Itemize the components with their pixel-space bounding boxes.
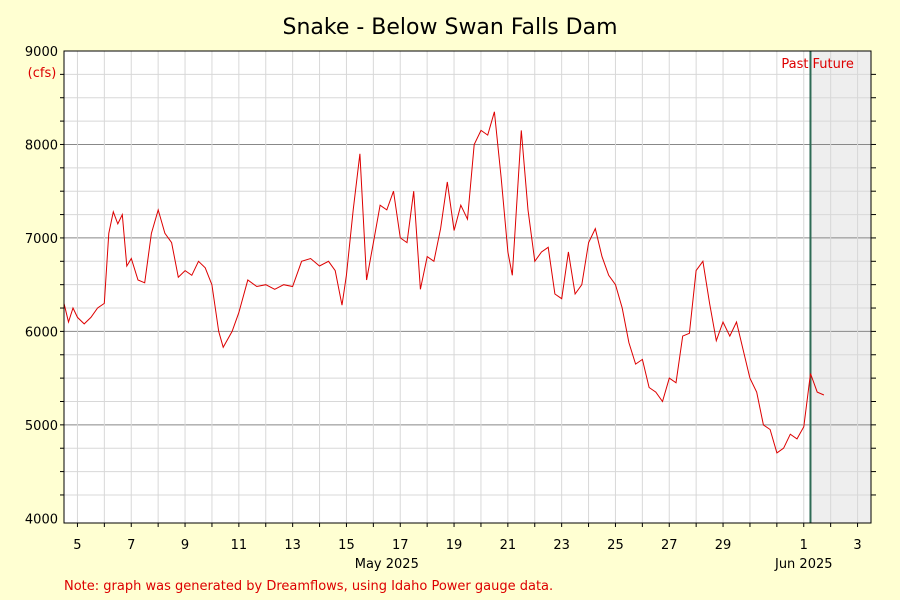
future-shade bbox=[810, 51, 871, 523]
y-unit-label: (cfs) bbox=[28, 66, 57, 81]
x-tick-label: 11 bbox=[231, 538, 248, 553]
x-tick-label: 3 bbox=[853, 538, 861, 553]
month-label: Jun 2025 bbox=[774, 557, 833, 572]
x-tick-label: 13 bbox=[284, 538, 301, 553]
y-tick-label: 7000 bbox=[25, 232, 58, 247]
x-tick-label: 1 bbox=[800, 538, 808, 553]
grid bbox=[64, 51, 871, 523]
plot-area bbox=[64, 51, 871, 523]
x-tick-label: 9 bbox=[181, 538, 189, 553]
y-axis-ticks: 4000 5000 6000 7000 8000 9000 bbox=[25, 45, 876, 527]
chart-title: Snake - Below Swan Falls Dam bbox=[282, 15, 617, 40]
y-tick-label: 6000 bbox=[25, 325, 58, 340]
x-tick-label: 23 bbox=[553, 538, 570, 553]
source-note: Note: graph was generated by Dreamflows,… bbox=[64, 579, 553, 594]
y-tick-label: 8000 bbox=[25, 138, 58, 153]
series-line bbox=[63, 111, 825, 454]
x-tick-label: 15 bbox=[338, 538, 355, 553]
y-tick-label: 4000 bbox=[25, 512, 58, 527]
plot-frame bbox=[63, 50, 872, 524]
x-tick-label: 7 bbox=[127, 538, 135, 553]
x-tick-label: 29 bbox=[715, 538, 732, 553]
x-tick-label: 27 bbox=[661, 538, 678, 553]
y-tick-label: 5000 bbox=[25, 419, 58, 434]
x-tick-label: 19 bbox=[446, 538, 463, 553]
x-tick-label: 17 bbox=[392, 538, 409, 553]
x-tick-label: 21 bbox=[500, 538, 517, 553]
past-label: Past bbox=[781, 57, 808, 72]
future-label: Future bbox=[812, 57, 853, 72]
month-label: May 2025 bbox=[355, 557, 419, 572]
y-tick-label: 9000 bbox=[25, 45, 58, 60]
x-tick-label: 25 bbox=[607, 538, 624, 553]
x-tick-label: 5 bbox=[73, 538, 81, 553]
